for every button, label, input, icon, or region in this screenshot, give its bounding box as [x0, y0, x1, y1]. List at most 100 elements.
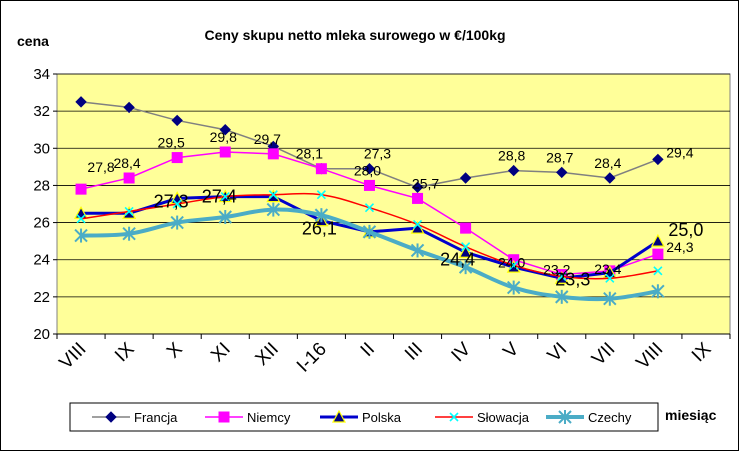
data-point-czechy: [314, 208, 329, 223]
data-label: 29,4: [666, 144, 693, 160]
data-label: 27,3: [154, 191, 189, 211]
legend-marker: [105, 411, 117, 423]
data-point-s-owacja: [268, 190, 278, 200]
legend: Francja Niemcy Polska Słowacja Czechy: [69, 402, 659, 432]
data-point-francja: [652, 153, 664, 166]
data-point-niemcy: [412, 192, 424, 204]
data-point-niemcy: [267, 148, 279, 160]
data-label: 26,1: [302, 219, 337, 239]
data-label: 24,3: [666, 239, 693, 255]
data-label: 23,3: [555, 270, 590, 290]
data-point-francja: [123, 101, 135, 114]
data-point-francja: [363, 163, 376, 175]
data-label: 27,8: [87, 159, 114, 175]
data-label: 24,0: [498, 255, 525, 271]
data-point-s-owacja: [220, 192, 230, 202]
data-point-niemcy: [652, 248, 664, 260]
data-point-francja: [556, 166, 568, 179]
data-point-s-owacja: [316, 190, 326, 200]
x-tick-label: II: [357, 339, 379, 361]
data-point-francja: [219, 124, 231, 136]
x-tick-label: XII: [252, 339, 283, 370]
x-tick-label: IV: [448, 338, 476, 366]
data-point-polska: [650, 233, 665, 247]
chart-title: Ceny skupu netto mleka surowego w €/100k…: [204, 27, 505, 43]
data-point-czechy: [603, 291, 617, 306]
data-label: 23,2: [543, 262, 570, 278]
data-point-czechy: [218, 210, 232, 224]
data-label: 27,4: [202, 187, 237, 207]
data-label: 28,1: [296, 146, 323, 162]
legend-label: Polska: [362, 410, 402, 425]
x-tick-label: III: [401, 339, 427, 365]
y-tick-label: 34: [33, 66, 50, 83]
y-tick-label: 24: [33, 252, 50, 269]
data-point-czechy: [170, 215, 184, 230]
data-point-czechy: [555, 289, 569, 304]
data-point-s-owacja: [76, 214, 86, 224]
data-label: 28,7: [546, 149, 573, 165]
x-tick-label: IX: [688, 338, 716, 366]
data-label: 29,8: [210, 129, 237, 145]
data-label: 29,7: [254, 131, 281, 147]
data-point-niemcy: [75, 183, 87, 195]
x-tick-label: IX: [111, 338, 139, 366]
y-tick-label: 28: [33, 177, 50, 194]
legend-label: Niemcy: [247, 410, 291, 425]
data-point-niemcy: [315, 163, 327, 175]
y-axis-title: cena: [17, 33, 49, 49]
data-point-s-owacja: [461, 242, 471, 252]
legend-item-niemcy: Niemcy: [205, 410, 291, 425]
data-point-czechy: [506, 280, 521, 295]
data-label: 28,0: [354, 162, 381, 178]
x-tick-label: X: [163, 338, 187, 362]
legend-item-polska: Polska: [320, 409, 402, 425]
data-point-s-owacja: [509, 260, 519, 270]
x-tick-label: V: [499, 338, 523, 362]
data-point-s-owacja: [557, 271, 567, 281]
data-point-s-owacja: [412, 219, 423, 229]
data-point-francja: [411, 181, 424, 193]
y-tick-label: 26: [33, 215, 50, 232]
x-tick-label: I-16: [293, 339, 331, 377]
data-label: 24,4: [440, 249, 475, 269]
data-point-francja: [171, 114, 183, 127]
data-point-s-owacja: [172, 199, 182, 209]
y-tick-label: 20: [33, 326, 50, 343]
data-point-czechy: [74, 228, 88, 243]
x-tick-label: VI: [544, 339, 572, 367]
data-point-francja: [507, 164, 520, 177]
legend-marker: [331, 409, 347, 423]
data-point-s-owacja: [124, 206, 134, 216]
legend-label: Czechy: [588, 410, 632, 425]
legend-item-s-owacja: Słowacja: [435, 410, 530, 425]
data-point-niemcy: [363, 179, 375, 191]
legend-item-francja: Francja: [92, 410, 178, 425]
data-point-niemcy: [460, 222, 472, 234]
data-point-s-owacja: [605, 273, 615, 283]
data-label: 28,4: [594, 155, 621, 171]
legend-label: Słowacja: [477, 410, 530, 425]
x-tick-label: VIII: [56, 339, 91, 374]
data-point-niemcy: [219, 146, 231, 158]
data-point-s-owacja: [364, 203, 375, 213]
legend-marker: [558, 410, 572, 424]
data-point-polska: [458, 245, 473, 258]
x-tick-label: XI: [207, 339, 235, 367]
data-label: 23,4: [594, 261, 621, 277]
data-point-czechy: [410, 243, 425, 258]
data-point-czechy: [362, 224, 377, 239]
data-label: 25,0: [668, 220, 703, 240]
data-point-czechy: [266, 202, 281, 217]
data-point-czechy: [651, 284, 665, 299]
data-point-s-owacja: [653, 266, 663, 276]
legend-label: Francja: [134, 410, 178, 425]
data-point-francja: [604, 172, 616, 184]
data-point-czechy: [122, 226, 136, 241]
data-point-niemcy: [123, 172, 135, 184]
y-tick-label: 32: [33, 103, 50, 120]
y-tick-label: 22: [33, 289, 50, 306]
data-label: 28,8: [498, 148, 525, 164]
